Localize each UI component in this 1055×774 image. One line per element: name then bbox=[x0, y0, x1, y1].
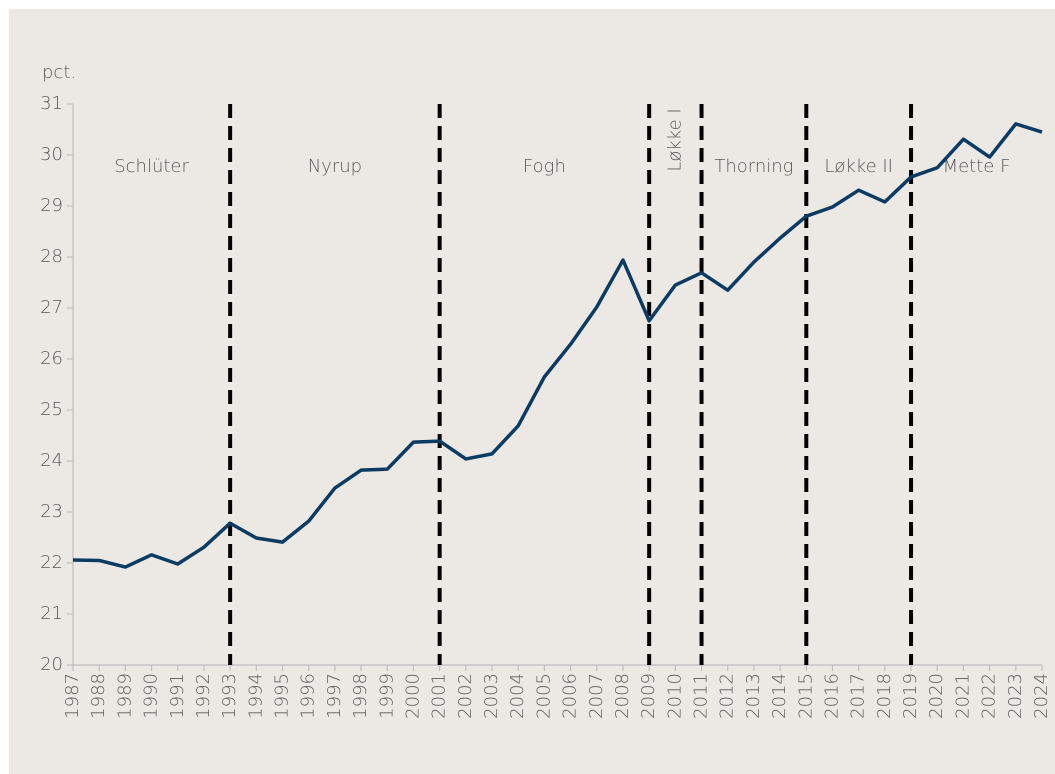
y-tick-label: 26 bbox=[40, 348, 63, 369]
y-tick-label: 23 bbox=[40, 501, 63, 522]
x-tick-label: 2024 bbox=[1031, 673, 1052, 719]
x-tick-label: 2005 bbox=[533, 673, 554, 719]
x-tick-label: 2004 bbox=[507, 673, 528, 719]
x-tick-label: 1995 bbox=[272, 673, 293, 719]
x-tick-label: 2016 bbox=[821, 673, 842, 719]
x-tick-label: 2017 bbox=[848, 673, 869, 719]
period-label: Thorning bbox=[714, 156, 793, 177]
x-tick-label: 1990 bbox=[141, 673, 162, 719]
x-tick-label: 2023 bbox=[1005, 673, 1026, 719]
period-label: Nyrup bbox=[308, 156, 362, 177]
period-label: Mette F bbox=[943, 156, 1011, 177]
y-tick-label: 31 bbox=[40, 93, 63, 114]
x-tick-label: 2015 bbox=[795, 673, 816, 719]
x-tick-label: 2022 bbox=[979, 673, 1000, 719]
y-tick-label: 27 bbox=[40, 297, 63, 318]
x-tick-label: 1997 bbox=[324, 673, 345, 719]
x-tick-label: 1988 bbox=[88, 673, 109, 719]
x-tick-label: 2012 bbox=[717, 673, 738, 719]
x-tick-label: 2002 bbox=[455, 673, 476, 719]
x-tick-label: 2003 bbox=[481, 673, 502, 719]
x-tick-label: 2006 bbox=[560, 673, 581, 719]
y-axis-label: pct. bbox=[42, 62, 76, 83]
x-tick-label: 2010 bbox=[664, 673, 685, 719]
x-tick-label: 1996 bbox=[298, 673, 319, 719]
period-label: Schlüter bbox=[114, 156, 189, 177]
x-tick-label: 2001 bbox=[429, 673, 450, 719]
x-tick-label: 2007 bbox=[586, 673, 607, 719]
y-tick-label: 20 bbox=[40, 654, 63, 675]
x-tick-label: 1992 bbox=[193, 673, 214, 719]
x-tick-label: 2011 bbox=[691, 673, 712, 719]
x-tick-label: 1993 bbox=[219, 673, 240, 719]
chart-background bbox=[9, 9, 1055, 774]
x-tick-label: 2018 bbox=[874, 673, 895, 719]
y-tick-label: 21 bbox=[40, 603, 63, 624]
y-tick-label: 22 bbox=[40, 552, 63, 573]
period-label: Løkke II bbox=[824, 156, 893, 177]
x-tick-label: 2019 bbox=[900, 673, 921, 719]
y-tick-label: 29 bbox=[40, 195, 63, 216]
y-tick-label: 28 bbox=[40, 246, 63, 267]
x-tick-label: 2013 bbox=[743, 673, 764, 719]
x-tick-label: 2020 bbox=[926, 673, 947, 719]
x-tick-label: 2009 bbox=[638, 673, 659, 719]
x-tick-label: 2000 bbox=[402, 673, 423, 719]
period-label: Løkke I bbox=[664, 108, 685, 171]
x-tick-label: 2014 bbox=[769, 673, 790, 719]
y-tick-label: 24 bbox=[40, 450, 63, 471]
x-tick-label: 1987 bbox=[62, 673, 83, 719]
y-tick-label: 30 bbox=[40, 144, 63, 165]
x-tick-label: 1999 bbox=[376, 673, 397, 719]
y-tick-label: 25 bbox=[40, 399, 63, 420]
line bbox=[72, 122, 1043, 569]
x-tick-label: 1991 bbox=[167, 673, 188, 719]
x-tick-label: 2008 bbox=[612, 673, 633, 719]
period-label: Fogh bbox=[523, 156, 566, 177]
x-tick-label: 2021 bbox=[952, 673, 973, 719]
x-tick-label: 1994 bbox=[245, 673, 266, 719]
x-tick-label: 1989 bbox=[114, 673, 135, 719]
x-tick-label: 1998 bbox=[350, 673, 371, 719]
